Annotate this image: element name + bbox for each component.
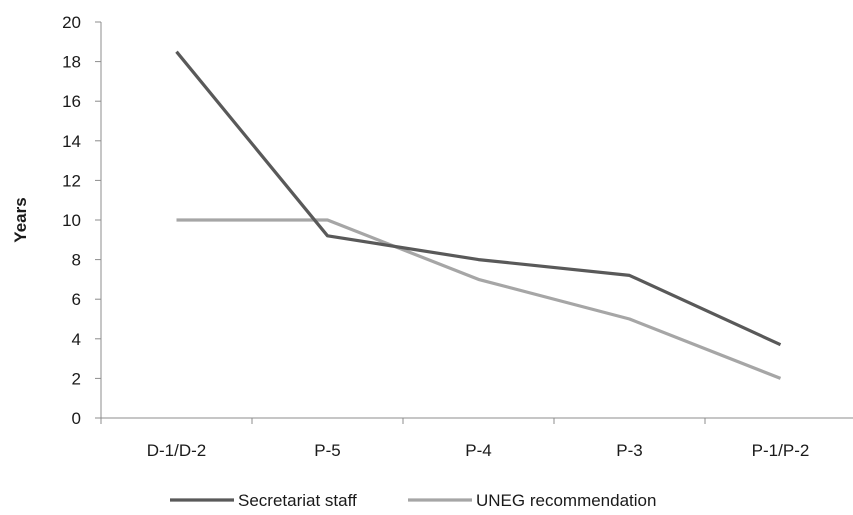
x-tick-label: D-1/D-2 [147,441,207,460]
x-tick-label: P-5 [314,441,340,460]
y-tick-label: 12 [62,171,81,190]
y-axis-title: Years [11,197,30,242]
y-tick-label: 2 [72,369,81,388]
y-tick-label: 18 [62,53,81,72]
x-tick-label: P-1/P-2 [752,441,810,460]
y-tick-label: 4 [72,330,81,349]
legend-label-0: Secretariat staff [238,491,357,510]
y-tick-label: 10 [62,211,81,230]
x-tick-label: P-4 [465,441,491,460]
series-line-0 [175,50,782,347]
legend-label-1: UNEG recommendation [476,491,656,510]
x-tick-label: P-3 [616,441,642,460]
y-tick-label: 20 [62,13,81,32]
y-tick-label: 16 [62,92,81,111]
y-tick-label: 0 [72,409,81,428]
series-line-1 [176,218,782,380]
y-tick-label: 8 [72,251,81,270]
y-tick-label: 14 [62,132,81,151]
y-tick-label: 6 [72,290,81,309]
